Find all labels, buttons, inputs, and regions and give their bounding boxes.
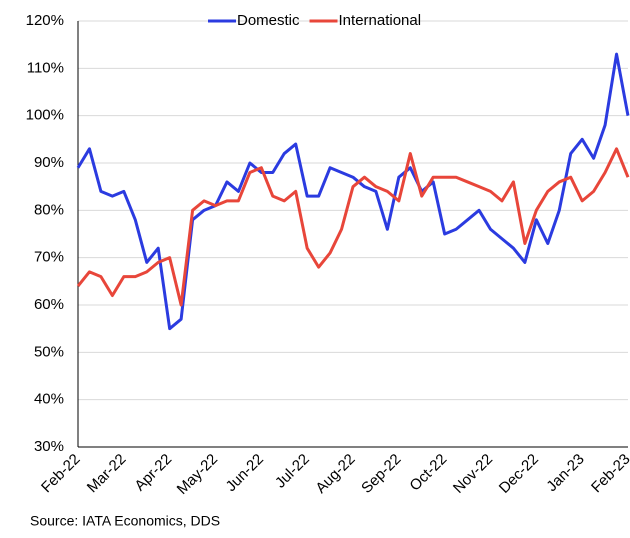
x-tick-label: Jun-22 (223, 451, 267, 495)
y-tick-label: 70% (34, 249, 64, 266)
x-tick-label: May-22 (174, 451, 221, 498)
y-tick-label: 90% (34, 154, 64, 171)
y-tick-label: 80% (34, 201, 64, 218)
line-series (76, 52, 630, 331)
source-note: Source: IATA Economics, DDS (30, 513, 220, 529)
y-tick-label: 110% (27, 59, 64, 76)
x-tick-label: Nov-22 (450, 451, 496, 497)
x-tick-label: Oct-22 (406, 451, 450, 495)
line-series (76, 147, 630, 307)
y-tick-label: 100% (26, 107, 64, 124)
y-tick-label: 50% (34, 343, 64, 360)
x-tick-label: Apr-22 (131, 451, 175, 495)
legend-label: International (339, 12, 422, 29)
y-tick-label: 120% (26, 12, 64, 29)
x-tick-label: Aug-22 (312, 451, 358, 497)
y-tick-label: 30% (34, 438, 64, 455)
y-tick-label: 40% (34, 391, 64, 408)
x-tick-label: Dec-22 (496, 451, 542, 497)
x-tick-label: Feb-23 (588, 451, 630, 497)
x-tick-label: Feb-22 (38, 451, 84, 497)
x-tick-label: Jul-22 (272, 451, 313, 492)
x-tick-label: Sep-22 (358, 451, 404, 497)
x-tick-label: Mar-22 (84, 451, 130, 497)
y-tick-label: 60% (34, 296, 64, 313)
legend-label: Domestic (237, 12, 300, 29)
x-tick-label: Jan-23 (543, 451, 587, 495)
